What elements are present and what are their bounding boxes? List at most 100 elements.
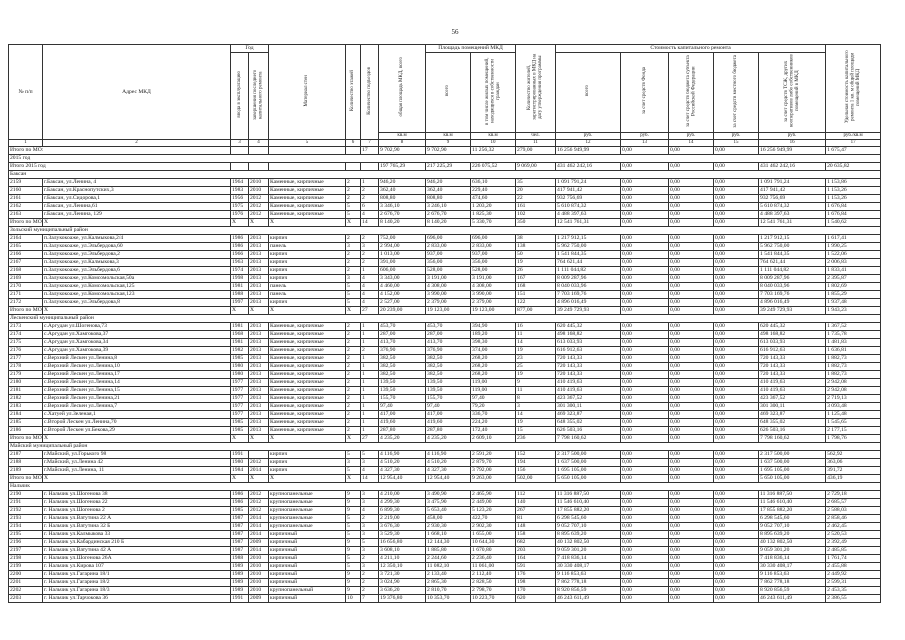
table-cell: 17 855 882,20	[758, 506, 827, 515]
table-cell: Каменные, кирпичные	[268, 362, 347, 371]
table-cell: 15	[515, 426, 557, 435]
table-cell: 0,00	[620, 530, 670, 539]
table-cell: 0,00	[713, 386, 760, 395]
table-cell: 2	[360, 578, 380, 587]
table-cell: 164	[515, 554, 557, 563]
table-cell: 2 520,53	[825, 530, 882, 539]
table-cell: 11 316 887,50	[758, 490, 827, 499]
table-cell: 0,00	[620, 146, 670, 155]
table-cell: 2 858,46	[825, 514, 882, 523]
table-cell: 932 756,69	[758, 194, 827, 203]
table-cell: 1 153,86	[825, 178, 882, 187]
table-cell: 0,00	[668, 434, 715, 443]
table-cell: 0,00	[713, 554, 760, 563]
table-cell: 1987	[230, 530, 249, 539]
table-cell: 4	[360, 210, 380, 219]
header-text: общая площадь МКД, всего	[399, 57, 405, 117]
table-cell: 1 522,06	[825, 250, 882, 259]
column-number: 4	[247, 139, 270, 147]
table-cell: 2	[345, 402, 362, 411]
table-cell: 4 896 016,49	[758, 298, 827, 307]
table-cell: 4 488 397,63	[555, 210, 622, 219]
table-cell: 4	[360, 282, 380, 291]
table-cell: 2010	[247, 554, 270, 563]
table-cell: 0,00	[620, 466, 670, 475]
table-cell: 2013	[247, 346, 270, 355]
table-cell: 0,00	[668, 346, 715, 355]
table-cell: 19 123,00	[470, 306, 517, 315]
table-cell: 2188	[8, 458, 43, 467]
table-cell: Итого по МО:	[8, 218, 43, 227]
table-cell: 616 912,63	[555, 346, 622, 355]
table-cell: 139,50	[378, 386, 427, 395]
table-cell: 2010	[247, 578, 270, 587]
table-cell: 0,00	[713, 522, 760, 531]
table-cell: 0,00	[668, 330, 715, 339]
header-cell: Адрес МКД	[42, 44, 231, 140]
table-cell: X	[345, 218, 362, 227]
table-cell: кирпичный	[268, 594, 347, 603]
table-cell: 2012	[247, 194, 270, 203]
table-cell: 0,00	[713, 418, 760, 427]
table-cell: Каменные, кирпичные	[268, 378, 347, 387]
table-cell: 0,00	[713, 210, 760, 219]
table-cell: 937,00	[425, 250, 472, 259]
table-cell: 0,00	[620, 450, 670, 459]
table-cell: 5	[345, 514, 362, 523]
table-cell: 2	[345, 250, 362, 259]
table-cell: 1991	[230, 594, 249, 603]
table-cell: г. Нальчик ул.Калмыкова 33	[42, 530, 231, 539]
table-cell: 189,20	[470, 330, 517, 339]
table-cell: 2 879,70	[470, 458, 517, 467]
table-cell: 0,00	[620, 386, 670, 395]
column-number: 3	[230, 139, 249, 147]
table-row: 2190 г. Нальчик ул.Шогенова 38 1986 2012 кру…	[8, 490, 882, 499]
table-cell: 458,00	[425, 514, 472, 523]
table-cell: 198	[515, 578, 557, 587]
table-cell: 0,00	[713, 594, 760, 603]
table-cell: X	[247, 474, 270, 483]
table-cell: 382,50	[425, 354, 472, 363]
table-cell: кирпичный	[268, 570, 347, 579]
table-cell: 4 460,00	[378, 282, 427, 291]
table-row: 2177 с.Верхний Лескен ул.Ленина,8 1985 2013…	[8, 354, 882, 363]
table-cell: 2	[345, 330, 362, 339]
table-cell: 2177	[8, 354, 43, 363]
unit-cell: руб.	[620, 132, 670, 140]
table-cell: 1	[360, 394, 380, 403]
table-row: 2170 п.Залукокоаже, ул.Комсомольская,125 1…	[8, 282, 882, 291]
table-cell: 2013	[247, 426, 270, 435]
table-cell: 0,00	[713, 570, 760, 579]
table-cell: 2 177,15	[825, 426, 882, 435]
table-cell: 696,00	[425, 234, 472, 243]
table-cell: 1 655,00	[470, 530, 517, 539]
header-cell: Количество подъездов	[360, 44, 380, 140]
table-cell: 877,00	[515, 306, 557, 315]
table-cell: 4	[360, 298, 380, 307]
table-row: Итого по МО: X X X X X 27 4 235,20 4 235,20 2 609…	[8, 434, 882, 443]
table-cell: 1	[360, 370, 380, 379]
table-cell: 636,10	[470, 178, 517, 187]
table-cell	[268, 146, 347, 155]
table-row: 2172 п.Залукокоаже, ул.Эльбердова,8 1997 20…	[8, 298, 882, 307]
table-cell: 2193	[8, 514, 43, 523]
table-cell: 9 702,90	[378, 146, 427, 155]
table-cell: 1991	[230, 450, 249, 459]
table-cell: X	[42, 218, 231, 227]
table-cell: Каменные, кирпичные	[268, 354, 347, 363]
column-number-row: 1 2 3 4 5 6 7 8 9 10 11 12 13 14 15 16 17	[8, 139, 882, 147]
table-cell: кирпич	[268, 258, 347, 267]
table-cell: 3	[360, 522, 380, 531]
table-row: 2163 г.Баксан, ул.Ленина, 129 1976 2012 Каме…	[8, 210, 882, 219]
table-cell: 139,50	[425, 378, 472, 387]
table-row: Итого по МО: 17 9 702,90 9 702,90 11 256,32 2…	[8, 146, 882, 155]
table-cell: 7 862 778,18	[555, 578, 622, 587]
table-cell: кирпич	[268, 274, 347, 283]
table-cell: 0,00	[713, 458, 760, 467]
table-cell: 0,00	[713, 274, 760, 283]
table-cell: с.Верхний Лескен ул.Ленина,15	[42, 386, 231, 395]
table-cell: п.Залукокоаже, ул.Комсомольская,50а	[42, 274, 231, 283]
unit-cell: кв.м	[425, 132, 472, 140]
table-cell: 2	[345, 354, 362, 363]
table-cell: 0,00	[713, 402, 760, 411]
